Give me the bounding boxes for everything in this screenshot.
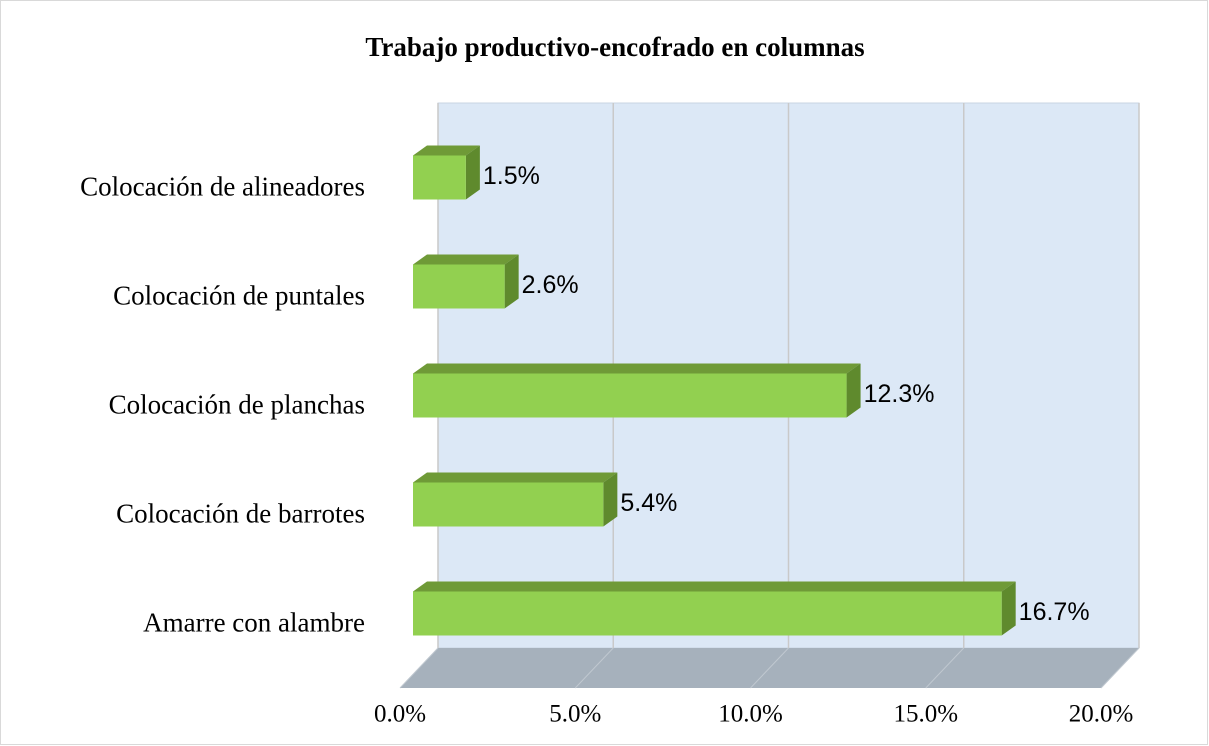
bar	[413, 591, 1002, 636]
floor-grid-line	[925, 647, 965, 689]
data-label: 5.4%	[620, 489, 677, 517]
bar-top	[413, 581, 1016, 592]
x-tick-label: 20.0%	[1069, 701, 1134, 728]
x-tick-label: 15.0%	[893, 701, 958, 728]
floor-grid-line	[399, 647, 439, 689]
data-label: 12.3%	[864, 380, 935, 408]
floor-grid-line	[574, 647, 614, 689]
x-tick-label: 5.0%	[549, 701, 601, 728]
x-tick-label: 0.0%	[374, 701, 426, 728]
y-tick-label: Colocación de barrotes	[116, 499, 365, 529]
y-tick-label: Amarre con alambre	[143, 608, 365, 638]
bar-top	[413, 472, 618, 483]
floor-grid-line	[1100, 647, 1140, 689]
bar	[413, 482, 604, 527]
bar-side	[504, 254, 519, 309]
bar-side	[603, 472, 618, 527]
y-tick-label: Colocación de puntales	[113, 281, 365, 311]
bar	[413, 155, 466, 200]
bar-side	[465, 145, 480, 200]
data-label: 16.7%	[1019, 598, 1090, 626]
bar	[413, 264, 505, 309]
x-tick-label: 10.0%	[718, 701, 783, 728]
bar-top	[413, 254, 519, 265]
data-label: 1.5%	[483, 162, 540, 190]
floor-grid-line	[750, 647, 789, 689]
data-label: 2.6%	[522, 271, 579, 299]
bar-top	[413, 363, 861, 374]
bar-top	[413, 145, 480, 156]
bar	[413, 373, 847, 418]
bar-side	[846, 363, 861, 418]
y-tick-label: Colocación de planchas	[109, 390, 365, 420]
chart-title: Trabajo productivo-encofrado en columnas	[365, 32, 864, 62]
bar-side	[1001, 581, 1016, 636]
y-tick-label: Colocación de alineadores	[80, 172, 365, 202]
